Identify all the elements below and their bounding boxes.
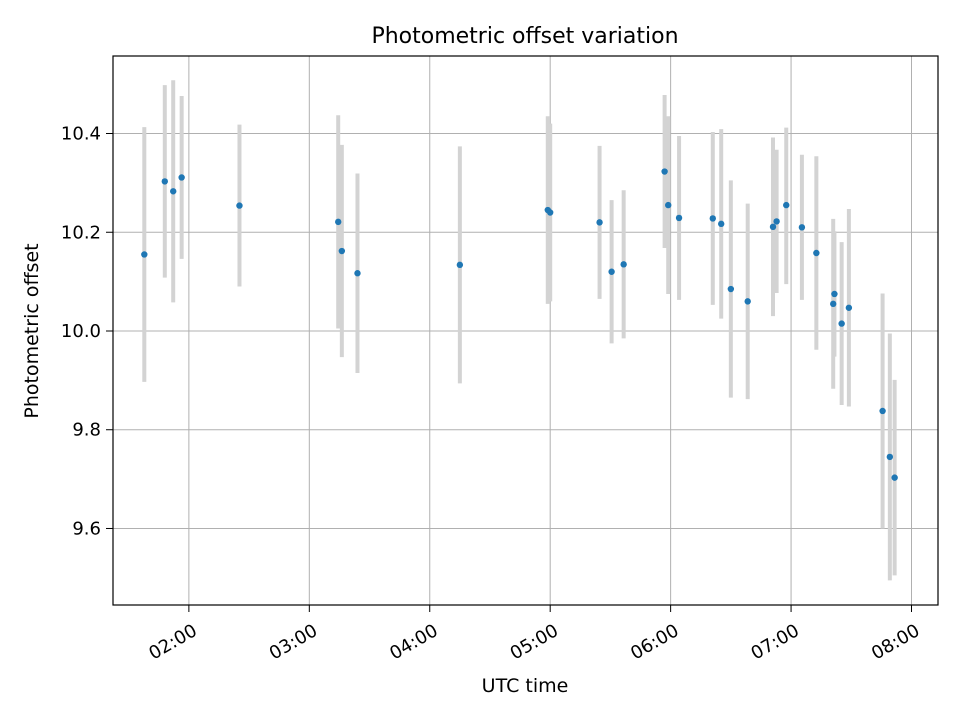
data-point-25 <box>813 249 820 257</box>
data-point-14 <box>661 168 668 175</box>
x-tick-3: 05:00 <box>507 605 562 664</box>
data-point-29 <box>845 304 853 311</box>
data-point-7 <box>354 270 361 277</box>
y-tick-label: 10.0 <box>61 321 101 342</box>
data-point-24 <box>798 224 806 231</box>
x-tick-5: 07:00 <box>748 605 803 664</box>
x-tick-6: 08:00 <box>868 605 923 664</box>
y-axis-label: Photometric offset <box>21 243 43 418</box>
data-point-26 <box>830 300 837 308</box>
data-point-0 <box>141 251 148 258</box>
y-tick-2: 10.0 <box>61 321 113 342</box>
data-point-27 <box>831 290 838 298</box>
x-tick-label: 08:00 <box>868 620 923 664</box>
y-tick-1: 9.8 <box>72 420 113 441</box>
data-point-8 <box>456 261 464 269</box>
x-tick-label: 04:00 <box>386 620 441 664</box>
data-point-1 <box>161 178 168 185</box>
x-tick-2: 04:00 <box>386 605 442 664</box>
chart-title: Photometric offset variation <box>371 24 678 49</box>
data-point-10 <box>546 209 554 216</box>
x-tick-label: 06:00 <box>627 620 682 664</box>
y-tick-label: 9.8 <box>72 420 101 441</box>
data-point-17 <box>709 215 716 222</box>
data-point-11 <box>596 219 603 226</box>
x-tick-1: 03:00 <box>266 605 321 664</box>
data-point-19 <box>727 285 735 293</box>
data-point-2 <box>170 188 177 195</box>
x-tick-4: 06:00 <box>627 605 683 664</box>
data-point-32 <box>891 474 898 481</box>
y-axis: 9.6 9.8 10.0 10.2 10.4 <box>61 124 113 539</box>
data-point-21 <box>769 223 777 231</box>
plot-frame <box>112 55 939 606</box>
x-tick-label: 05:00 <box>507 620 562 664</box>
data-point-30 <box>879 407 886 415</box>
x-tick-0: 02:00 <box>145 605 201 664</box>
data-point-5 <box>335 218 342 226</box>
error-bars <box>142 80 897 581</box>
data-point-31 <box>886 453 894 461</box>
y-tick-label: 9.6 <box>72 518 101 539</box>
data-points <box>141 168 898 481</box>
y-tick-label: 10.4 <box>61 124 101 145</box>
data-point-28 <box>838 320 845 327</box>
x-tick-label: 07:00 <box>748 620 803 664</box>
data-point-15 <box>665 201 672 209</box>
data-point-22 <box>773 218 780 225</box>
y-tick-3: 10.2 <box>61 222 113 243</box>
y-tick-4: 10.4 <box>61 124 113 145</box>
data-point-20 <box>744 298 751 305</box>
data-point-18 <box>718 220 725 228</box>
data-point-4 <box>236 202 243 209</box>
data-point-23 <box>783 201 790 209</box>
x-axis: 02:00 03:00 04:00 05:00 06:00 07:00 08:00 <box>145 605 923 664</box>
x-tick-label: 03:00 <box>266 620 321 664</box>
grid-lines <box>113 56 938 605</box>
data-point-16 <box>675 214 683 222</box>
y-tick-label: 10.2 <box>61 222 101 243</box>
y-tick-0: 9.6 <box>72 518 113 539</box>
x-axis-label: UTC time <box>482 675 569 697</box>
data-point-3 <box>178 174 185 181</box>
data-point-6 <box>338 247 346 255</box>
x-tick-label: 02:00 <box>145 620 200 664</box>
data-point-13 <box>620 261 627 268</box>
data-point-12 <box>608 268 615 275</box>
